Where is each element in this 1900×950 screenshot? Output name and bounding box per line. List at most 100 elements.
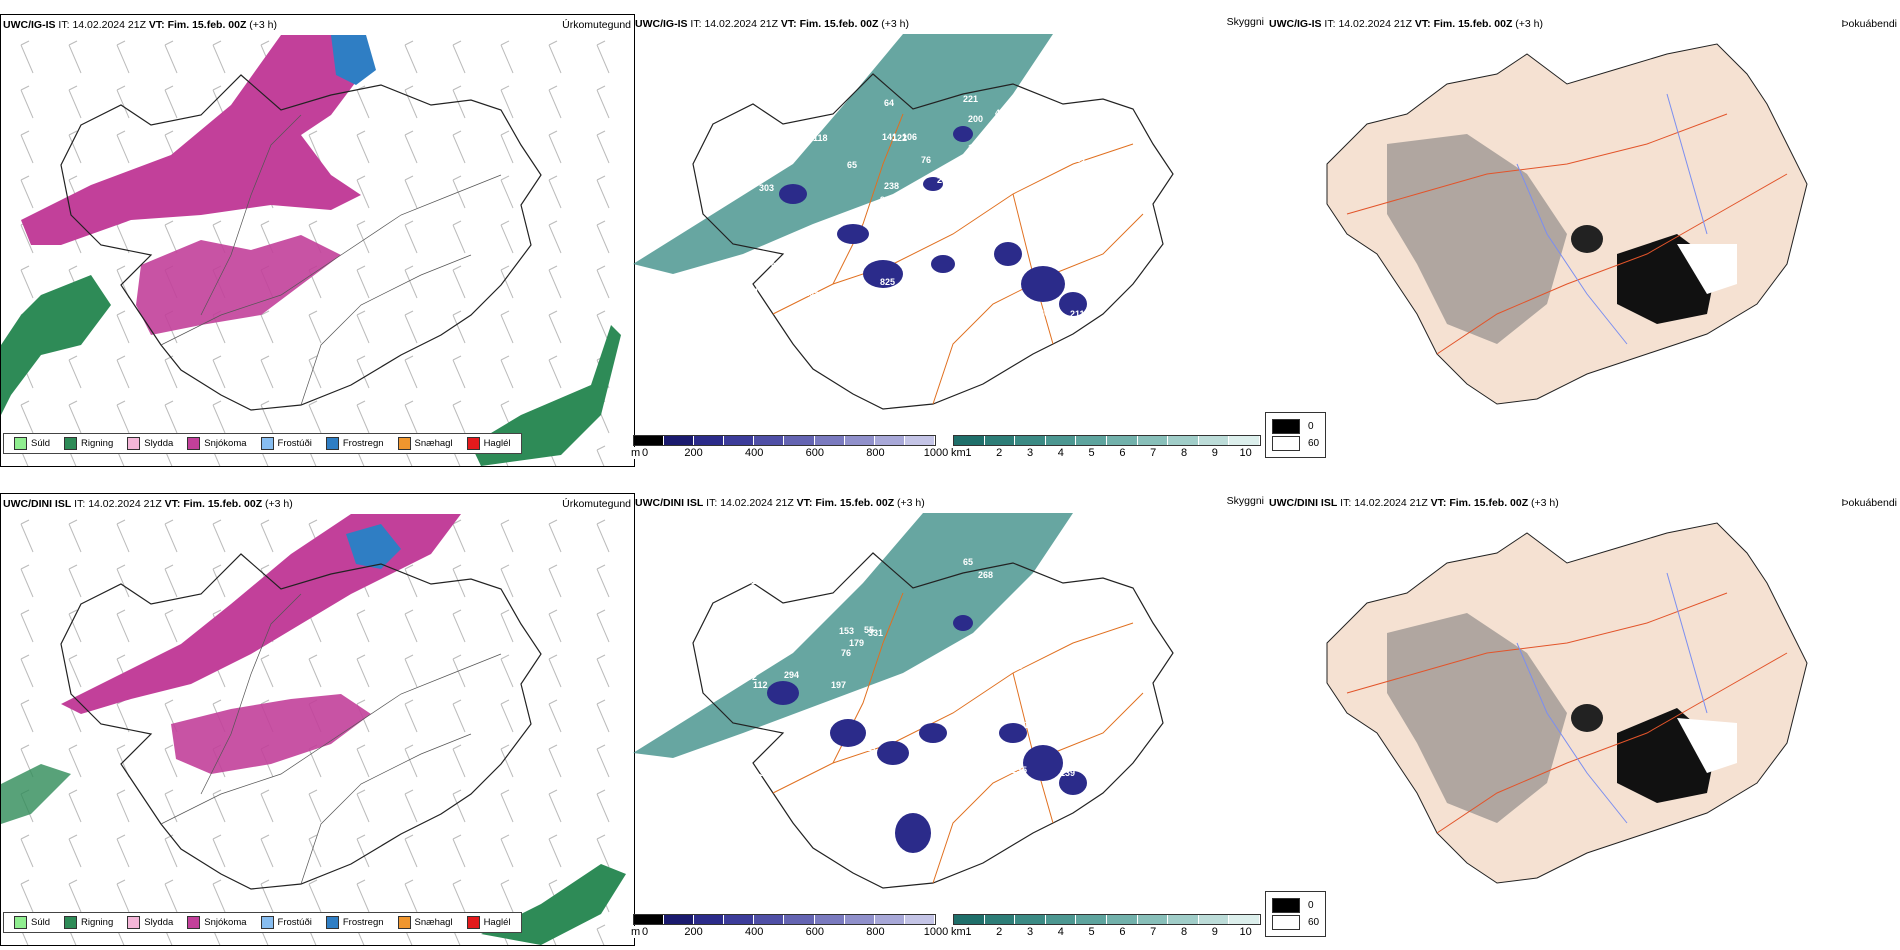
wind-barb bbox=[20, 699, 34, 733]
wind-barb bbox=[308, 789, 322, 823]
ceiling-vis-panel-top: 984 364 256 224 274 245 221 106 200 292 566 211 303 1… bbox=[633, 14, 1267, 465]
colorbar-cell bbox=[784, 915, 815, 924]
lead-time: (+3 h) bbox=[1531, 497, 1559, 509]
wind-barb bbox=[68, 654, 82, 688]
colorbar-tick: 8 bbox=[1180, 926, 1188, 938]
precip-map-bottom bbox=[1, 514, 626, 945]
wind-barb bbox=[500, 834, 514, 868]
precip-legend: Súld Rigning Slydda Snjókoma Frostúði Frostre… bbox=[3, 912, 522, 933]
ceiling-value-label: 984 bbox=[899, 211, 914, 221]
ceiling-value-label: 364 bbox=[757, 135, 772, 145]
low-visibility-band bbox=[633, 34, 1053, 274]
legend-item: Frostregn bbox=[320, 437, 390, 450]
colorbar-tick: 600 bbox=[805, 447, 824, 459]
colorbar-cell bbox=[1106, 915, 1138, 924]
wind-barb bbox=[548, 175, 562, 209]
wind-barb bbox=[404, 654, 418, 688]
wind-barb bbox=[116, 130, 130, 164]
roads-rivers bbox=[1346, 93, 1788, 355]
fog-label: 60 bbox=[1308, 438, 1320, 449]
vt-value: Fim. 15.feb. 00Z bbox=[815, 497, 895, 509]
wind-barb bbox=[596, 609, 610, 643]
colorbar-cell bbox=[1045, 915, 1077, 924]
wind-barb bbox=[260, 355, 274, 389]
wind-barb bbox=[164, 519, 178, 553]
precip-legend: Súld Rigning Slydda Snjókoma Frostúði Frostre… bbox=[3, 433, 522, 454]
wind-barb bbox=[452, 564, 466, 598]
wind-barb bbox=[212, 400, 226, 434]
wind-barb bbox=[116, 564, 130, 598]
iceland-outline bbox=[60, 553, 542, 890]
wind-barb bbox=[356, 879, 370, 913]
it-label: IT: bbox=[1340, 497, 1352, 509]
wind-barb bbox=[164, 355, 178, 389]
ceiling-value-label: 95 bbox=[994, 709, 1004, 719]
wind-barb bbox=[308, 400, 322, 434]
fog-swatch bbox=[1272, 898, 1300, 913]
wind-barb bbox=[68, 834, 82, 868]
fog-label: 0 bbox=[1308, 900, 1314, 911]
vt-label: VT: bbox=[796, 497, 813, 509]
wind-barb bbox=[68, 40, 82, 74]
colorbar-cell bbox=[954, 915, 985, 924]
colorbar-cell bbox=[724, 915, 755, 924]
wind-barb bbox=[164, 220, 178, 254]
ceiling-value-label: 67 bbox=[731, 175, 741, 185]
ceiling-value-label: 81 bbox=[1076, 154, 1086, 164]
iceland-outline bbox=[692, 552, 1174, 889]
roads-rivers bbox=[1346, 572, 1788, 834]
ceiling-value-label: 92 bbox=[747, 672, 757, 682]
legend-swatch bbox=[260, 437, 274, 450]
wind-barb bbox=[116, 265, 130, 299]
wind-barb bbox=[500, 220, 514, 254]
wind-barb bbox=[452, 834, 466, 868]
snow-patches bbox=[136, 235, 341, 335]
colorbar-cell bbox=[904, 915, 935, 924]
ceiling-value-label: 274 bbox=[937, 175, 952, 185]
legend-item: Slydda bbox=[121, 916, 179, 929]
colorbar-cell bbox=[664, 436, 695, 445]
legend-swatch bbox=[260, 916, 274, 929]
wind-barb bbox=[212, 40, 226, 74]
wind-barb bbox=[308, 355, 322, 389]
wind-barb bbox=[116, 879, 130, 913]
legend-item: Súld bbox=[8, 437, 56, 450]
wind-barb bbox=[452, 355, 466, 389]
legend-item: Snæhagl bbox=[392, 437, 459, 450]
ceiling-value-label: 117 bbox=[1065, 282, 1080, 292]
ceiling-value-label: 95 bbox=[880, 195, 890, 205]
ceiling-value-label: 59 bbox=[1083, 557, 1093, 567]
wind-barb bbox=[356, 744, 370, 778]
wind-barb bbox=[404, 85, 418, 119]
wind-barb bbox=[404, 355, 418, 389]
wind-barb bbox=[212, 564, 226, 598]
it-value: 14.02.2024 21Z bbox=[88, 498, 162, 510]
wind-barb bbox=[404, 789, 418, 823]
legend-item: Súld bbox=[8, 916, 56, 929]
legend-swatch bbox=[397, 437, 411, 450]
fog-legend-item: 60 bbox=[1272, 915, 1319, 930]
it-value: 14.02.2024 21Z bbox=[1338, 18, 1412, 30]
precip-panel-top: UWC/IG-IS IT: 14.02.2024 21Z VT: Fim. 15… bbox=[0, 14, 635, 467]
colorbar-ticks: 1 2 3 4 5 6 7 8 9 10 bbox=[953, 446, 1261, 460]
colorbar-cell bbox=[1198, 436, 1230, 445]
wind-barb bbox=[404, 699, 418, 733]
fog-swatch bbox=[1272, 436, 1300, 451]
precip-map-top bbox=[1, 35, 621, 466]
ceiling-value-label: 825 bbox=[880, 277, 895, 287]
vt-value: Fim. 15.feb. 00Z bbox=[167, 19, 247, 31]
legend-item: Frostregn bbox=[320, 916, 390, 929]
wind-barb bbox=[164, 744, 178, 778]
colorbar-cells bbox=[633, 914, 936, 925]
snow-area bbox=[61, 514, 461, 714]
wind-barb bbox=[356, 789, 370, 823]
colorbar-cells bbox=[953, 435, 1261, 446]
colorbar-tick: 6 bbox=[1119, 926, 1126, 938]
ceiling-value-label: 119 bbox=[1061, 701, 1076, 711]
wind-barb bbox=[308, 130, 322, 164]
legend-swatch bbox=[127, 437, 141, 450]
ceiling-value-label: 73 bbox=[969, 748, 979, 758]
wind-barb bbox=[500, 654, 514, 688]
wind-barb bbox=[356, 834, 370, 868]
wind-barb bbox=[20, 85, 34, 119]
